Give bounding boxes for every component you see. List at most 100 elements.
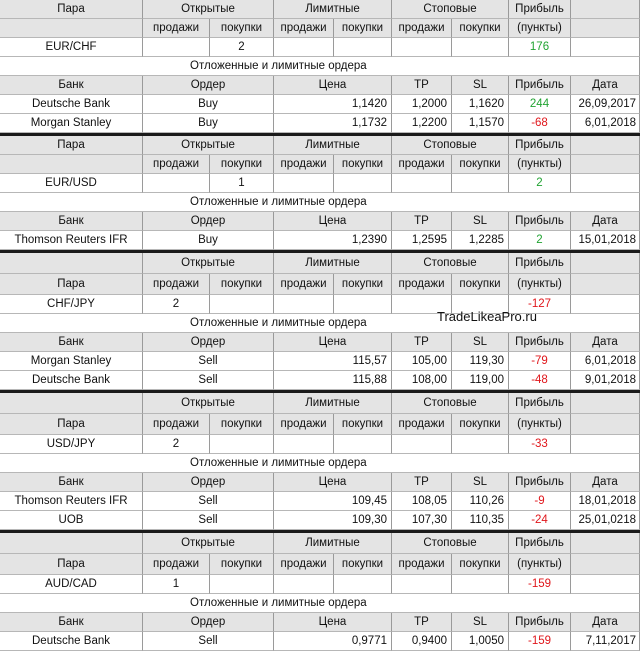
order-tp: 1,2595 — [392, 231, 452, 250]
limit-sells-header: продажи — [274, 19, 334, 38]
tp-header: TP — [392, 613, 452, 632]
order-bank: Thomson Reuters IFR — [0, 492, 143, 511]
stop-sells-header: продажи — [392, 274, 452, 295]
stop-sells-value — [392, 174, 452, 193]
order-sl: 110,35 — [452, 511, 509, 530]
order-header: Ордер — [143, 613, 274, 632]
summary-subheader-row: Пара продажи покупки продажи покупки продажи п… — [0, 554, 640, 575]
profit-header: Прибыль — [509, 393, 571, 414]
order-sl: 1,1620 — [452, 95, 509, 114]
orders-title-row: Отложенные и лимитные ордера — [0, 57, 640, 76]
summary-subheader-row: Пара продажи покупки продажи покупки продажи п… — [0, 274, 640, 295]
order-profit: -24 — [509, 511, 571, 530]
orders-header-row: Банк Ордер Цена TP SL Прибыль Дата — [0, 473, 640, 492]
stop-sells-value — [392, 575, 452, 594]
pair-header-2: Пара — [0, 414, 143, 435]
pair-header — [0, 253, 143, 274]
order-sl: 1,1570 — [452, 114, 509, 133]
order-type: Sell — [143, 511, 274, 530]
orders-title: Отложенные и лимитные ордера — [0, 454, 640, 473]
pair-profit-value: -127 — [509, 295, 571, 314]
summary-subheader-row: продажи покупки продажи покупки продажи покуп… — [0, 155, 640, 174]
sl-header: SL — [452, 76, 509, 95]
date-header: Дата — [571, 212, 640, 231]
order-profit-header: Прибыль — [509, 76, 571, 95]
stop-sells-value — [392, 435, 452, 454]
stop-buys-value — [452, 575, 509, 594]
order-tp: 108,00 — [392, 371, 452, 390]
empty-value — [571, 575, 640, 594]
limit-header: Лимитные — [274, 136, 392, 155]
stop-header: Стоповые — [392, 533, 509, 554]
order-tp: 1,2000 — [392, 95, 452, 114]
profit-header: Прибыль — [509, 0, 571, 19]
empty-header-2 — [571, 19, 640, 38]
orders-title-row: Отложенные и лимитные ордера — [0, 314, 640, 333]
sl-header: SL — [452, 212, 509, 231]
open-sells-header: продажи — [143, 19, 210, 38]
pair-header-2 — [0, 155, 143, 174]
order-type: Buy — [143, 114, 274, 133]
summary-header-row: Открытые Лимитные Стоповые Прибыль — [0, 253, 640, 274]
open-sells-value: 2 — [143, 295, 210, 314]
price-header: Цена — [274, 76, 392, 95]
pair-summary-row: EUR/CHF 2 176 — [0, 38, 640, 57]
open-buys-value — [210, 575, 274, 594]
empty-value — [571, 174, 640, 193]
stop-sells-header: продажи — [392, 19, 452, 38]
pair-header — [0, 393, 143, 414]
date-header: Дата — [571, 473, 640, 492]
summary-header-row: Пара Открытые Лимитные Стоповые Прибыль — [0, 136, 640, 155]
order-profit-header: Прибыль — [509, 473, 571, 492]
limit-sells-header: продажи — [274, 274, 334, 295]
limit-buys-header: покупки — [334, 554, 392, 575]
pair-header-2 — [0, 19, 143, 38]
empty-header-2 — [571, 414, 640, 435]
empty-header-2 — [571, 554, 640, 575]
order-profit-header: Прибыль — [509, 333, 571, 352]
empty-header — [571, 136, 640, 155]
limit-sells-value — [274, 295, 334, 314]
empty-header — [571, 253, 640, 274]
pair-name: EUR/USD — [0, 174, 143, 193]
order-profit: -79 — [509, 352, 571, 371]
pair-name: CHF/JPY — [0, 295, 143, 314]
summary-header-row: Открытые Лимитные Стоповые Прибыль — [0, 393, 640, 414]
summary-subheader-row: продажи покупки продажи покупки продажи покуп… — [0, 19, 640, 38]
pair-profit-value: 176 — [509, 38, 571, 57]
limit-sells-value — [274, 575, 334, 594]
orders-header-row: Банк Ордер Цена TP SL Прибыль Дата — [0, 212, 640, 231]
limit-sells-header: продажи — [274, 554, 334, 575]
order-header: Ордер — [143, 212, 274, 231]
order-profit: -48 — [509, 371, 571, 390]
stop-buys-value — [452, 174, 509, 193]
block-separator — [0, 390, 640, 393]
order-row: Morgan Stanley Buy 1,1732 1,2200 1,1570 -68 6,… — [0, 114, 640, 133]
price-header: Цена — [274, 212, 392, 231]
order-bank: Morgan Stanley — [0, 352, 143, 371]
open-buys-header: покупки — [210, 19, 274, 38]
orders-title-row: Отложенные и лимитные ордера — [0, 454, 640, 473]
order-sl: 1,2285 — [452, 231, 509, 250]
stop-header: Стоповые — [392, 0, 509, 19]
order-row: Morgan Stanley Sell 115,57 105,00 119,30 -79 6… — [0, 352, 640, 371]
stop-sells-header: продажи — [392, 155, 452, 174]
points-header: (пункты) — [509, 155, 571, 174]
pair-profit-value: -159 — [509, 575, 571, 594]
pair-header — [0, 533, 143, 554]
stop-buys-header: покупки — [452, 19, 509, 38]
bank-header: Банк — [0, 473, 143, 492]
order-date: 25,01,0218 — [571, 511, 640, 530]
limit-buys-header: покупки — [334, 274, 392, 295]
open-header: Открытые — [143, 0, 274, 19]
date-header: Дата — [571, 613, 640, 632]
pair-name: AUD/CAD — [0, 575, 143, 594]
order-row: Thomson Reuters IFR Buy 1,2390 1,2595 1,2285… — [0, 231, 640, 250]
order-price: 1,1420 — [274, 95, 392, 114]
open-buys-value: 1 — [210, 174, 274, 193]
points-header: (пункты) — [509, 554, 571, 575]
block-separator — [0, 133, 640, 136]
limit-sells-header: продажи — [274, 414, 334, 435]
order-row: Deutsche Bank Sell 115,88 108,00 119,00 -48 9,… — [0, 371, 640, 390]
limit-buys-value — [334, 174, 392, 193]
